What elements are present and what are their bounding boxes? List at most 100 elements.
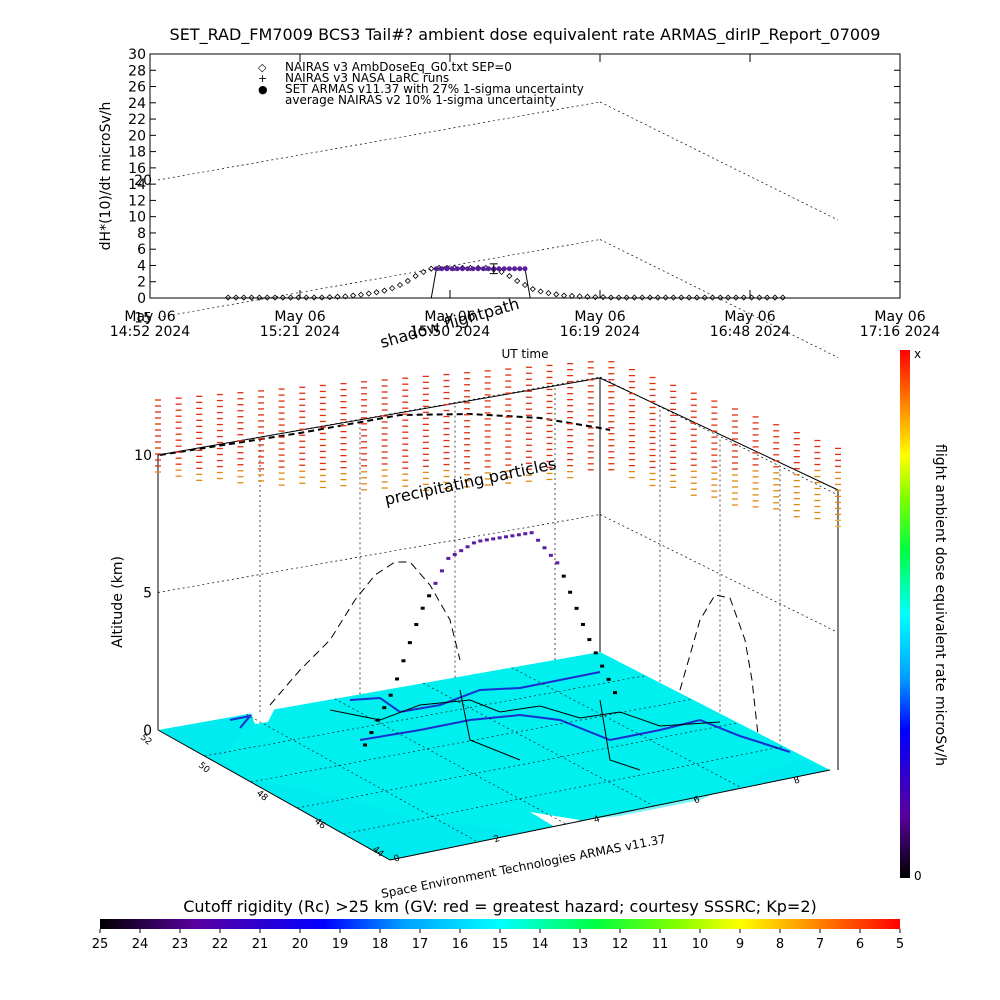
nairas-v3-point [295, 294, 302, 301]
nairas-v3-point [756, 294, 763, 301]
rigidity-tick-label: 19 [332, 937, 349, 952]
ground-grid-lon [246, 714, 479, 843]
nairas-v3-point [584, 293, 591, 300]
armas-point [517, 266, 523, 272]
flight-marker [574, 606, 579, 610]
armas-point [486, 266, 492, 272]
dose-colorbar-top-label: x [914, 347, 921, 361]
flight-marker [407, 641, 412, 645]
nairas-v3-point [693, 294, 700, 301]
altitude-grid-right [599, 376, 839, 496]
armas-point [470, 266, 476, 272]
legend-label: NAIRAS v3 NASA LaRC runs [285, 71, 449, 85]
dose-colorbar-gradient [900, 350, 910, 878]
flight-marker [510, 534, 515, 538]
altitude-grid-right [599, 239, 839, 358]
legend-symbol: ◇ [258, 61, 267, 74]
altitude-grid [157, 101, 839, 843]
rigidity-tick-label: 23 [172, 937, 189, 952]
rigidity-colorbar-label: Cutoff rigidity (Rc) >25 km (GV: red = g… [183, 897, 817, 916]
x-tick-date: May 06 [124, 309, 175, 325]
altitude-axis-label: Altitude (km) [110, 556, 126, 648]
nairas-v3-point [232, 294, 240, 301]
dose-colorbar: x 0 flight ambient dose equivalent rate … [900, 347, 948, 883]
shadow-curve-right [679, 594, 759, 736]
rigidity-tick-label: 9 [736, 937, 744, 952]
rigidity-tick-label: 8 [776, 937, 784, 952]
y-tick-label: 24 [128, 96, 146, 112]
x-tick-time: 17:16 2024 [860, 324, 941, 340]
nairas-v3-point [521, 281, 529, 289]
y-tick-label: 0 [137, 291, 146, 307]
legend: ◇ NAIRAS v3 AmbDoseEq_G0.txt SEP=0 + NAIRAS… [258, 60, 584, 107]
x-tick-date: May 06 [574, 309, 625, 325]
nairas-v3-point [607, 294, 615, 301]
y-tick-label: 10 [128, 210, 146, 226]
nairas-v3-point [646, 294, 654, 301]
nairas-v3-point [553, 291, 560, 298]
rigidity-tick-label: 12 [612, 937, 629, 952]
particle-tick-columns [155, 361, 841, 528]
nairas-v3-point [592, 294, 599, 301]
flight-path-markers [363, 531, 617, 747]
rigidity-tick-label: 21 [252, 937, 269, 952]
flight-marker [516, 533, 521, 537]
flight-marker [459, 549, 464, 553]
flight-marker [555, 561, 560, 565]
armas-point [460, 266, 465, 272]
armas-point [454, 266, 460, 272]
armas-point [449, 266, 455, 272]
flight-marker [484, 538, 489, 542]
flight-marker [375, 718, 380, 722]
nairas-v3-point [740, 294, 747, 301]
flight-marker [420, 606, 425, 610]
armas-point [475, 266, 481, 272]
flight-marker [465, 545, 470, 549]
nairas-v3-point [779, 294, 786, 301]
x-tick-date: May 06 [274, 309, 325, 325]
series-group [222, 263, 786, 301]
longitude-tick-label: 4 [593, 814, 602, 825]
flight-marker [523, 532, 528, 536]
nairas-v3-point [685, 294, 693, 301]
rigidity-tick-label: 6 [856, 937, 864, 952]
x-tick-time: 15:21 2024 [260, 324, 341, 340]
y-tick-label: 22 [128, 112, 146, 128]
nairas-v3-point [412, 272, 419, 280]
armas-point [512, 266, 518, 272]
x-tick-date: May 06 [874, 309, 925, 325]
dose-colorbar-label: flight ambient dose equivalent rate micr… [932, 444, 948, 766]
nairas-v3-point [514, 277, 521, 284]
ground-land-mass [160, 712, 830, 860]
nairas-v3-point [537, 288, 544, 295]
shadow-flightpath-annotation: shadow flightpath [378, 294, 522, 352]
nairas-v3-point [529, 285, 536, 293]
nairas-v3-point [709, 294, 716, 301]
nairas-v3-point [701, 294, 708, 301]
nairas-v3-point [678, 294, 685, 301]
longitude-tick-label: 6 [693, 795, 702, 806]
altitude-grid-back [157, 101, 601, 181]
y-tick-label: 26 [128, 80, 146, 96]
nairas-v3-point [350, 292, 357, 299]
armas-point [506, 266, 512, 272]
flight-marker [491, 537, 496, 541]
flight-marker [433, 581, 438, 585]
latitude-tick-label: 50 [196, 761, 211, 776]
nairas-v3-point [248, 294, 255, 301]
nairas-v3-point [357, 291, 365, 298]
coastline [229, 671, 791, 753]
y-tick-label: 30 [128, 47, 146, 63]
rigidity-tick-label: 15 [492, 937, 509, 952]
nairas-v3-point [764, 294, 771, 301]
legend-symbol: ● [258, 83, 268, 96]
y-tick-label: 12 [128, 193, 146, 209]
nairas-v3-point [318, 294, 325, 301]
nairas-v3-point [389, 285, 396, 292]
flight-marker [613, 691, 617, 695]
legend-label: average NAIRAS v2 10% 1-sigma uncertaint… [285, 93, 556, 107]
nairas-v3-point [264, 294, 271, 301]
rigidity-tick-label: 25 [92, 937, 109, 952]
